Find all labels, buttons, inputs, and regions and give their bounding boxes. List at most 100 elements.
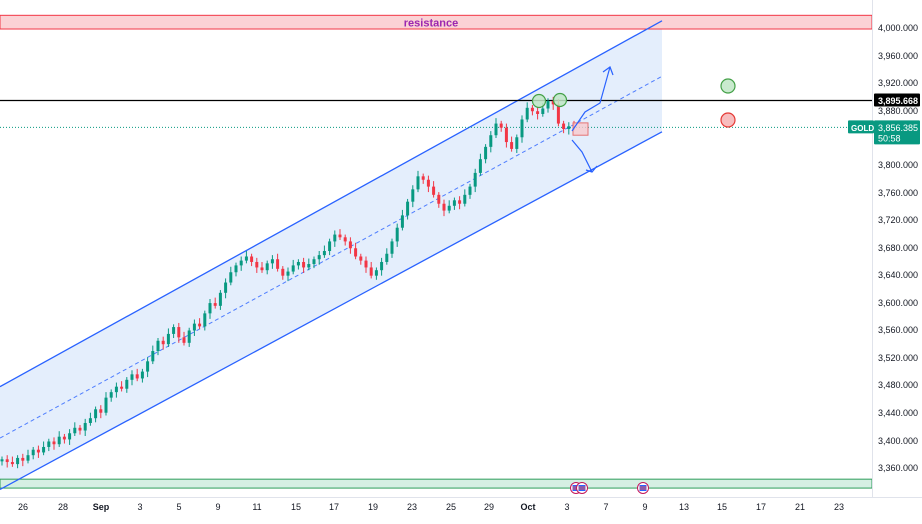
current-price-label-box xyxy=(874,120,920,145)
candle-body xyxy=(551,100,555,105)
time-tick-label: Oct xyxy=(520,502,535,512)
candle xyxy=(354,242,358,260)
candle xyxy=(229,266,233,286)
arrow-up-head xyxy=(602,66,614,76)
candle-body xyxy=(10,462,14,465)
time-tick-label: 21 xyxy=(795,502,805,512)
candle xyxy=(338,229,342,241)
price-tick-label: 3,480.000 xyxy=(878,380,918,390)
time-tick-label: 3 xyxy=(137,502,142,512)
channel-upper-line[interactable] xyxy=(0,20,663,388)
candle xyxy=(302,257,306,273)
candle xyxy=(406,198,410,220)
candle-body xyxy=(109,392,113,398)
candle-body xyxy=(270,259,274,264)
red-circle-right-marker[interactable] xyxy=(720,112,736,128)
arrow-down-head xyxy=(585,165,598,173)
candle-body xyxy=(520,119,524,138)
candle-body xyxy=(5,459,9,463)
candle xyxy=(26,449,30,464)
time-tick-label: 11 xyxy=(252,502,261,512)
candle-body xyxy=(57,436,61,445)
candle-body xyxy=(468,186,472,195)
candle-body xyxy=(120,386,124,389)
candle-body xyxy=(364,260,368,268)
candle xyxy=(281,266,285,280)
support-zone[interactable] xyxy=(0,478,873,489)
time-tick-label: 25 xyxy=(446,502,456,512)
candle-body xyxy=(333,234,337,242)
candle xyxy=(510,136,514,152)
candle-body xyxy=(192,323,196,331)
arrow-up[interactable] xyxy=(571,66,611,132)
candle-body xyxy=(354,248,358,257)
candle-body xyxy=(390,241,394,254)
channel-lower-line[interactable] xyxy=(0,131,663,491)
time-axis[interactable]: 26 28 Sep 3 5 9 11 15 17 19 23 25 29 Oct 3 7 9 13 15 17 21 23 xyxy=(0,497,922,513)
candle xyxy=(525,102,529,123)
candle xyxy=(546,98,550,113)
candle xyxy=(47,438,51,452)
time-tick-label: 15 xyxy=(717,502,727,512)
event-flag-icon-3[interactable] xyxy=(637,482,649,494)
candle-body xyxy=(151,351,155,362)
candle-body xyxy=(146,361,150,372)
candle xyxy=(203,310,207,331)
candle xyxy=(120,381,124,392)
price-tick-label: 3,800.000 xyxy=(878,160,918,170)
projection-box[interactable] xyxy=(572,122,589,136)
candle xyxy=(125,377,129,393)
candle xyxy=(21,453,25,467)
candle-body xyxy=(452,200,456,206)
candle xyxy=(499,120,503,132)
candle-body xyxy=(385,253,389,262)
candle-body xyxy=(510,142,514,149)
candle-body xyxy=(338,234,342,238)
candle xyxy=(322,245,326,258)
candle-body xyxy=(416,176,420,190)
candle xyxy=(328,238,332,256)
time-tick-label: 7 xyxy=(603,502,608,512)
candle xyxy=(567,122,571,135)
candle xyxy=(369,261,373,279)
candle xyxy=(177,322,181,343)
green-circle-2-marker[interactable] xyxy=(552,92,568,108)
candle-body xyxy=(437,194,441,204)
candle xyxy=(88,412,92,426)
candle xyxy=(198,318,202,330)
resistance-zone[interactable]: resistance xyxy=(0,14,873,30)
candle xyxy=(494,118,498,138)
candle xyxy=(312,256,316,269)
price-tick-label: 3,960.000 xyxy=(878,51,918,61)
candle xyxy=(218,290,222,310)
candle-body xyxy=(218,292,222,306)
candle-body xyxy=(0,459,4,462)
candle-body xyxy=(42,446,46,453)
green-circle-right-marker[interactable] xyxy=(720,78,736,94)
level-label-box xyxy=(874,93,920,107)
candle xyxy=(130,370,134,386)
candle xyxy=(5,455,9,468)
price-axis[interactable]: 4,000.000 3,960.000 3,920.000 3,880.000 3,80… xyxy=(848,0,922,519)
candle-body xyxy=(369,267,373,276)
candle-body xyxy=(530,107,534,112)
arrow-down[interactable] xyxy=(571,139,593,173)
candle xyxy=(255,257,259,273)
candle-body xyxy=(31,449,35,456)
candle-body xyxy=(348,241,352,249)
current-price-label: 3,856.385 xyxy=(878,123,918,133)
candle xyxy=(10,456,14,467)
symbol-label: GOLD xyxy=(851,124,874,133)
candle xyxy=(291,259,295,275)
candle xyxy=(437,192,441,208)
green-circle-1-marker[interactable] xyxy=(531,93,547,109)
candle-body xyxy=(463,194,467,204)
candle-body xyxy=(104,397,108,413)
event-flag-icon-2[interactable] xyxy=(576,482,588,494)
candle-body xyxy=(556,104,560,124)
candle xyxy=(536,107,540,120)
candle-body xyxy=(21,457,25,461)
projection-arrows[interactable] xyxy=(571,66,614,173)
